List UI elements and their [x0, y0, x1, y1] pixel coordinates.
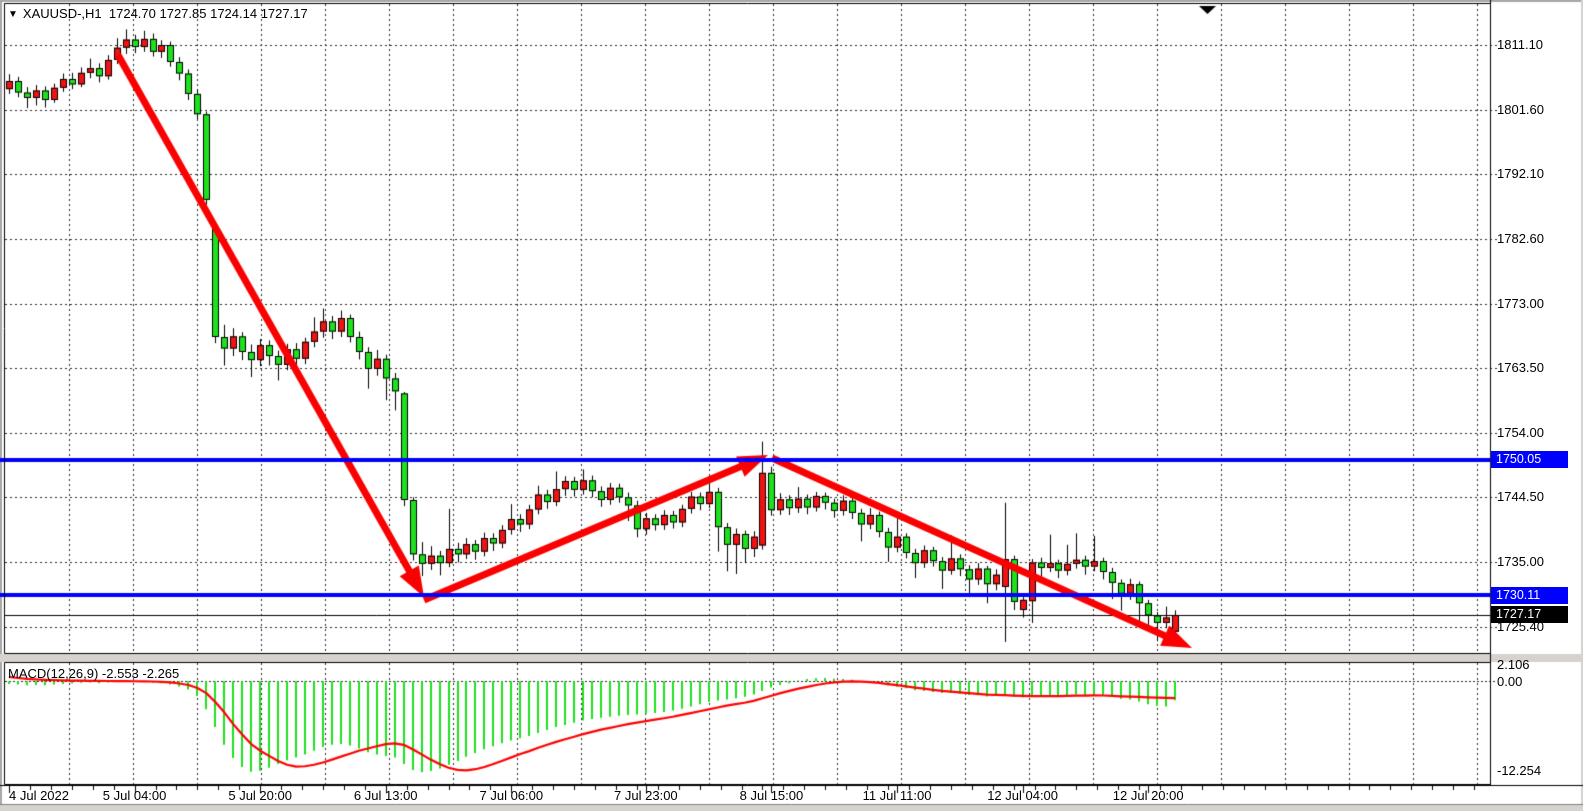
price-badge: 1727.17 — [1491, 606, 1568, 624]
macd-axis-min: -12.254 — [1497, 763, 1542, 778]
time-axis-label: 8 Jul 15:00 — [739, 788, 804, 803]
price-axis-label: 1811.10 — [1497, 37, 1544, 52]
ohlc-values: 1724.70 1727.85 1724.14 1727.17 — [108, 6, 308, 21]
price-badge: 1730.11 — [1491, 586, 1568, 604]
time-axis-label: 7 Jul 23:00 — [614, 788, 678, 803]
macd-axis-max: 2.106 — [1497, 657, 1530, 672]
price-axis-label: 1754.00 — [1497, 424, 1544, 440]
time-axis-label: 5 Jul 20:00 — [228, 788, 292, 803]
macd-indicator-label: MACD(12,26,9) -2.553 -2.265 — [8, 666, 180, 681]
price-axis-label: 1735.00 — [1497, 553, 1544, 569]
chart-title: ▼ XAUUSD-,H1 1724.70 1727.85 1724.14 1727… — [8, 6, 308, 21]
price-axis-label: 1744.50 — [1497, 489, 1544, 505]
time-axis-label: 11 Jul 11:00 — [862, 788, 932, 803]
time-axis-label: 5 Jul 04:00 — [102, 788, 167, 803]
time-axis-label: 12 Jul 20:00 — [1112, 788, 1184, 803]
price-axis-label: 1773.00 — [1497, 295, 1544, 311]
symbol-timeframe-label: XAUUSD-,H1 — [22, 6, 102, 21]
time-axis-label: 4 Jul 2022 — [9, 788, 69, 803]
price-axis-label: 1782.60 — [1497, 230, 1544, 246]
price-axis-label: 1801.60 — [1497, 101, 1544, 117]
price-axis-label: 1792.10 — [1497, 166, 1544, 182]
macd-axis-zero: 0.00 — [1497, 673, 1523, 689]
symbol-dropdown-icon[interactable]: ▼ — [8, 9, 18, 20]
time-axis-label: 6 Jul 13:00 — [353, 788, 418, 803]
time-axis-label: 12 Jul 04:00 — [987, 788, 1059, 803]
price-badge: 1750.05 — [1491, 451, 1568, 469]
time-axis-label: 7 Jul 06:00 — [479, 788, 544, 803]
price-axis-label: 1763.50 — [1497, 360, 1544, 376]
